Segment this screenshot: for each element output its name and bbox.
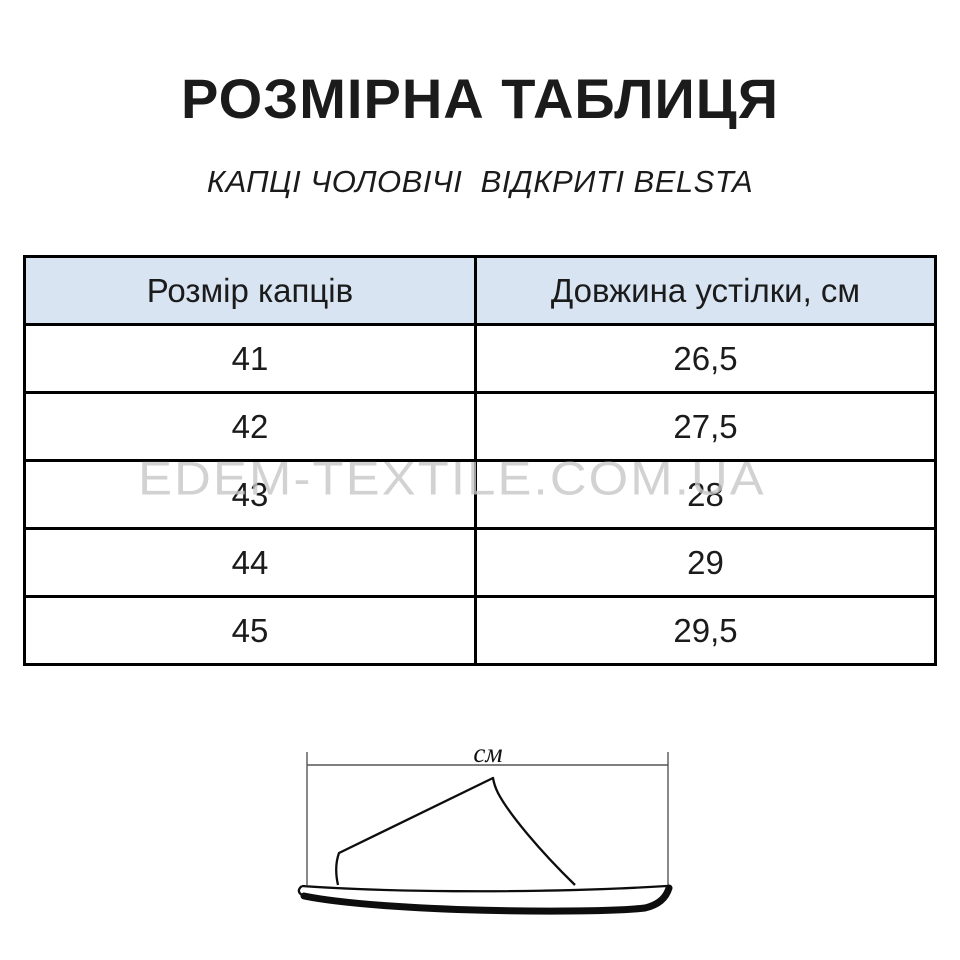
length-cell: 29,5 (473, 595, 938, 666)
column-header-insole-length: Довжина устілки, см (473, 255, 938, 326)
table-row: 43 28 (23, 459, 938, 530)
table-row: 44 29 (23, 527, 938, 598)
column-header-size: Розмір капців (23, 255, 477, 326)
size-cell: 42 (23, 391, 477, 462)
page-title: РОЗМІРНА ТАБЛИЦЯ (181, 67, 779, 130)
page-subtitle: КАПЦІ ЧОЛОВІЧІ ВІДКРИТІ BELSTA (206, 164, 754, 199)
table-row: 45 29,5 (23, 595, 938, 666)
table-row: 41 26,5 (23, 323, 938, 394)
length-cell: 29 (473, 527, 938, 598)
table-header-row: Розмір капців Довжина устілки, см (23, 255, 938, 326)
slipper-outline-icon (297, 776, 673, 915)
dimension-label: см (473, 738, 502, 768)
size-table: Розмір капців Довжина устілки, см 41 26,… (23, 255, 938, 666)
dimension-line (306, 752, 669, 888)
size-cell: 43 (23, 459, 477, 530)
length-cell: 26,5 (473, 323, 938, 394)
size-cell: 45 (23, 595, 477, 666)
table-row: 42 27,5 (23, 391, 938, 462)
slipper-measurement-diagram: см (297, 738, 673, 915)
size-cell: 41 (23, 323, 477, 394)
size-cell: 44 (23, 527, 477, 598)
length-cell: 27,5 (473, 391, 938, 462)
length-cell: 28 (473, 459, 938, 530)
